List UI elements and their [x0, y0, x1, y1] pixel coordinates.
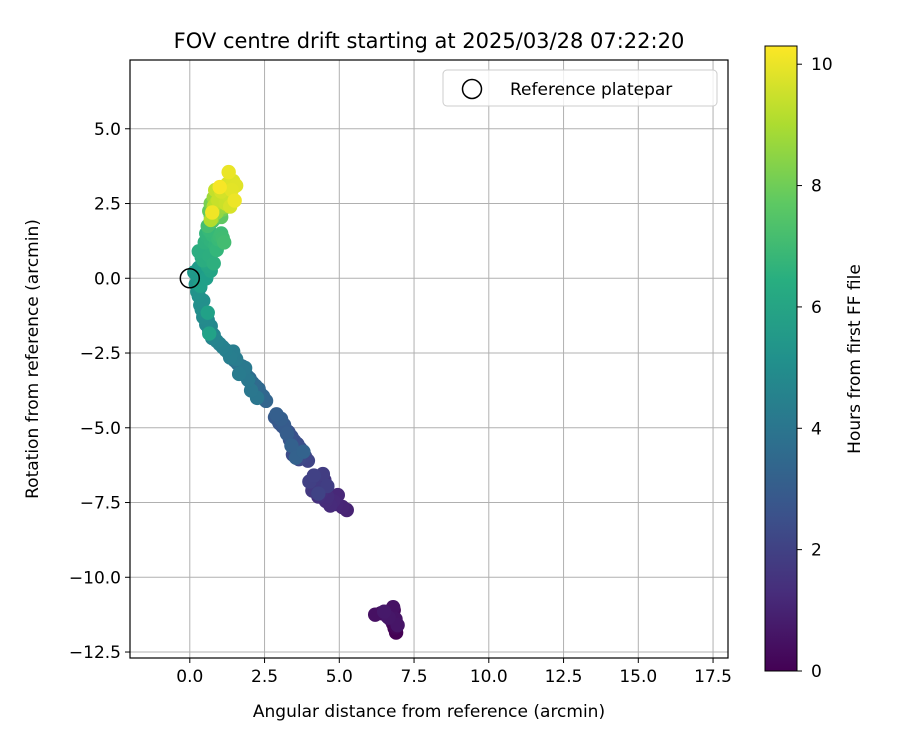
- colorbar-gradient: [764, 45, 798, 672]
- legend-label-reference: Reference platepar: [510, 80, 672, 100]
- data-point: [231, 366, 247, 382]
- data-point: [221, 164, 236, 180]
- colorbar-tick-label: 0: [811, 662, 822, 682]
- grid: [130, 60, 728, 658]
- colorbar: 0 2 4 6 8 10 Hours from first FF file: [764, 45, 865, 682]
- x-tick-label: 5.0: [326, 667, 353, 687]
- data-point: [296, 444, 311, 459]
- colorbar-tick-label: 10: [811, 55, 833, 75]
- data-point: [193, 278, 208, 293]
- data-point: [306, 468, 322, 483]
- y-tick-label: 0.0: [94, 269, 121, 289]
- colorbar-tick-label: 6: [811, 298, 822, 318]
- data-point: [206, 256, 221, 271]
- data-point: [376, 604, 392, 619]
- data-point: [200, 305, 215, 320]
- y-tick-label: −10.0: [69, 568, 121, 588]
- x-tick-label: 7.5: [401, 667, 428, 687]
- y-axis-ticks: 5.0 2.5 0.0 −2.5 −5.0 −7.5 −10.0 −12.5: [69, 120, 130, 663]
- data-point: [216, 235, 232, 250]
- y-tick-label: 5.0: [94, 120, 121, 140]
- y-tick-label: −12.5: [69, 643, 121, 663]
- data-point: [227, 193, 242, 208]
- colorbar-tick-label: 4: [811, 419, 822, 439]
- reference-marker: [179, 268, 201, 289]
- colorbar-label: Hours from first FF file: [845, 264, 865, 454]
- data-point: [311, 486, 326, 501]
- y-tick-label: −7.5: [80, 494, 121, 514]
- x-tick-label: 15.0: [619, 667, 657, 687]
- data-point: [205, 205, 220, 220]
- y-tick-label: −2.5: [80, 344, 121, 364]
- data-point: [269, 407, 284, 422]
- legend-marker-reference: [461, 78, 483, 100]
- data-point: [284, 438, 299, 453]
- data-point: [279, 426, 295, 441]
- x-tick-label: 2.5: [251, 667, 278, 687]
- colorbar-tick-label: 8: [811, 177, 822, 197]
- scatter-points: [187, 164, 405, 640]
- x-axis-ticks: 0.0 2.5 5.0 7.5 10.0 12.5 15.0 17.5: [176, 658, 732, 687]
- legend: Reference platepar: [442, 69, 718, 107]
- x-axis-title: Angular distance from reference (arcmin): [253, 702, 605, 722]
- x-tick-label: 17.5: [694, 667, 732, 687]
- colorbar-ticks: 0 2 4 6 8 10: [797, 55, 833, 682]
- data-point: [212, 179, 227, 195]
- plot-frame: [129, 59, 729, 659]
- reference-point: [179, 268, 201, 289]
- colorbar-tick-label: 2: [811, 541, 822, 561]
- x-tick-label: 0.0: [176, 667, 203, 687]
- data-point: [202, 326, 217, 341]
- chart-title: FOV centre drift starting at 2025/03/28 …: [174, 29, 685, 53]
- x-tick-label: 12.5: [545, 667, 583, 687]
- x-tick-label: 10.0: [470, 667, 508, 687]
- legend-box: [442, 69, 718, 107]
- y-tick-label: 2.5: [94, 195, 121, 215]
- y-tick-label: −5.0: [80, 419, 121, 439]
- y-axis-title: Rotation from reference (arcmin): [23, 219, 43, 499]
